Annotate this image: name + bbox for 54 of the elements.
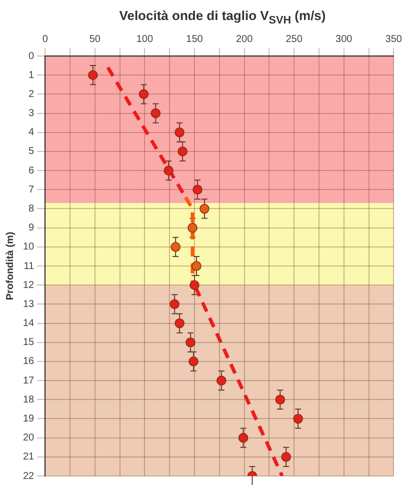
point bbox=[174, 318, 184, 328]
y-tick-label: 10 bbox=[23, 242, 35, 253]
point bbox=[174, 127, 184, 138]
point bbox=[188, 222, 198, 233]
point bbox=[170, 242, 180, 252]
y-tick-label: 1 bbox=[28, 70, 35, 81]
point bbox=[150, 108, 161, 118]
point bbox=[200, 204, 210, 214]
point bbox=[138, 89, 149, 100]
y-tick-label: 7 bbox=[28, 184, 35, 196]
point bbox=[178, 146, 188, 156]
y-tick-label: 18 bbox=[23, 394, 35, 406]
point bbox=[275, 394, 286, 405]
point bbox=[192, 184, 202, 195]
x-tick-label: 150 bbox=[186, 34, 204, 45]
point bbox=[88, 70, 98, 80]
point bbox=[293, 414, 303, 424]
x-tick-label: 100 bbox=[136, 34, 154, 45]
point bbox=[170, 299, 180, 310]
y-tick-label: 17 bbox=[23, 375, 35, 386]
y-tick-label: 2 bbox=[28, 88, 35, 100]
x-tick-label: 350 bbox=[385, 34, 402, 45]
point bbox=[192, 261, 202, 271]
x-tick-label: 50 bbox=[89, 34, 101, 45]
y-tick-label: 20 bbox=[23, 432, 35, 444]
y-tick-label: 19 bbox=[23, 413, 35, 424]
x-tick-label: 0 bbox=[42, 34, 48, 45]
y-tick-label: 8 bbox=[28, 203, 35, 214]
x-tick-label: 300 bbox=[336, 34, 353, 45]
y-tick-label: 0 bbox=[28, 50, 35, 62]
point bbox=[216, 376, 226, 386]
point bbox=[281, 452, 292, 462]
y-axis-title: Profondità (m) bbox=[4, 232, 16, 300]
point bbox=[186, 337, 196, 348]
y-tick-label: 21 bbox=[23, 452, 35, 463]
y-tick-label: 5 bbox=[28, 146, 35, 158]
y-tick-label: 6 bbox=[28, 165, 35, 176]
y-tick-label: 16 bbox=[23, 356, 35, 368]
point bbox=[190, 280, 200, 290]
point bbox=[188, 356, 198, 366]
y-tick-label: 3 bbox=[28, 108, 35, 120]
y-tick-label: 14 bbox=[23, 318, 35, 330]
y-tick-label: 22 bbox=[23, 470, 35, 482]
y-tick-label: 11 bbox=[24, 260, 35, 272]
y-tick-label: 15 bbox=[23, 337, 35, 348]
y-tick-label: 4 bbox=[28, 127, 35, 138]
point bbox=[238, 432, 248, 443]
y-tick-label: 12 bbox=[23, 280, 35, 291]
point bbox=[164, 166, 174, 176]
y-tick-label: 13 bbox=[23, 298, 35, 310]
y-tick-label: 9 bbox=[28, 222, 35, 234]
x-tick-label: 200 bbox=[236, 34, 254, 45]
x-axis-title: Velocità onde di taglio V$_{SVH}$ (m/s) bbox=[118, 7, 327, 29]
x-tick-label: 250 bbox=[286, 34, 303, 45]
